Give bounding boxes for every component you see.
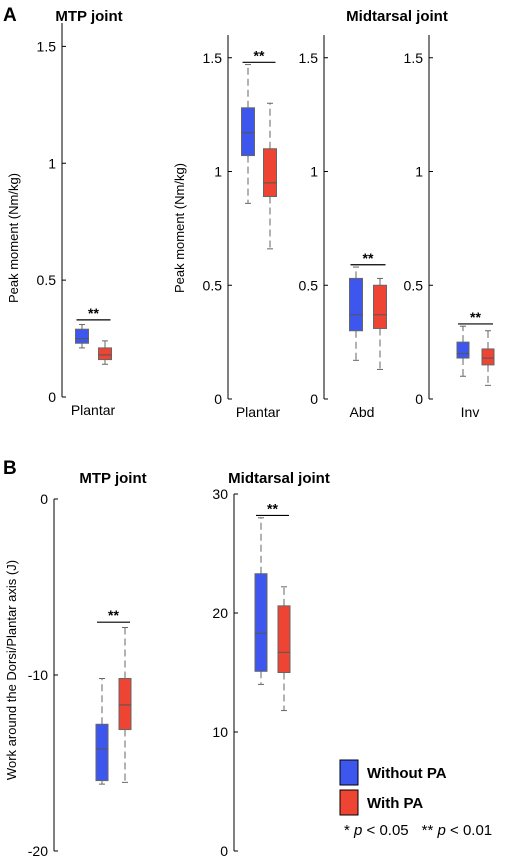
significance-label: ** [470,309,481,325]
box-with-pa [481,348,495,366]
legend-label-without-pa: Without PA [367,765,447,782]
y-tick-label: 0 [214,391,222,407]
box-with-pa [98,347,112,361]
box-with-pa [263,148,277,198]
y-tick-label: 0 [48,389,56,405]
y-axis-label: Peak moment (Nm/kg) [6,173,21,303]
footnote-p2-prefix: ** [422,822,438,839]
chart-a-mid-inv: 0 0.5 1 1.5 Inv ** [404,35,495,420]
y-tick-label: 1.5 [404,50,424,66]
box-without-pa [349,277,363,332]
chart-title: Midtarsal joint [346,8,448,25]
x-category-label: Plantar [71,402,116,418]
panel-a-letter: A [3,5,17,26]
legend-swatch-without-pa [339,759,359,786]
y-tick-label: 0.5 [37,272,57,288]
y-tick-label: -20 [28,843,48,859]
y-tick-label: 20 [212,605,228,621]
y-tick-label: 1.5 [299,50,319,66]
y-tick-label: 1 [310,164,318,180]
significance-label: ** [108,607,119,623]
significance-footnote: * p < 0.05 ** p < 0.01 [344,822,492,839]
y-tick-label: 0 [40,491,48,507]
box-without-pa [254,573,268,672]
footnote-p1-prefix: * [344,822,354,839]
chart-a-mtp: MTP joint Peak moment (Nm/kg) 0 0.5 1 1.5 Plan… [6,8,123,418]
y-tick-label: 1.5 [203,50,223,66]
box-without-pa [241,107,255,157]
significance-label: ** [267,500,278,516]
footnote-p2-rest: < 0.01 [446,822,492,839]
box-with-pa [118,678,132,731]
footnote-p2-var: p [437,822,446,839]
y-tick-label: -10 [28,667,48,683]
footnote-p1-rest: < 0.05 [362,822,408,839]
box-with-pa [277,605,291,673]
footnote-p1-var: p [353,822,362,839]
y-tick-label: 0.5 [404,277,424,293]
significance-label: ** [363,250,374,266]
chart-a-mid-abd: Midtarsal joint 0 0.5 1 1.5 Abd ** [299,8,448,420]
x-category-label: Plantar [236,404,281,420]
y-tick-label: 1.5 [37,38,57,54]
y-tick-label: 1 [48,155,56,171]
box-with-pa [373,284,387,329]
chart-title: MTP joint [55,8,122,25]
chart-b-mtp: MTP joint Work around the Dorsi/Plantar a… [4,470,147,859]
y-tick-label: 10 [212,724,228,740]
chart-a-mid-plantar: Peak moment (Nm/kg) 0 0.5 1 1.5 Plantar ** [172,35,281,420]
y-tick-label: 0 [415,391,423,407]
y-axis-label: Peak moment (Nm/kg) [172,163,187,293]
legend: Without PA With PA [339,759,447,816]
box-without-pa [456,341,470,359]
box-without-pa [95,723,109,782]
y-tick-label: 0.5 [203,277,223,293]
box-without-pa [75,328,89,344]
y-tick-label: 0 [220,843,228,859]
y-tick-label: 0 [310,391,318,407]
y-tick-label: 30 [212,486,228,502]
significance-label: ** [88,305,99,321]
chart-b-mid: Midtarsal joint 0 10 20 30 ** [212,470,329,859]
y-tick-label: 1 [415,164,423,180]
y-tick-label: 1 [214,164,222,180]
chart-plots: MTP joint Peak moment (Nm/kg) 0 0.5 1 1.5 Plan… [4,8,495,859]
significance-label: ** [254,47,265,63]
x-category-label: Abd [350,404,375,420]
chart-title: Midtarsal joint [228,470,330,487]
y-tick-label: 0.5 [299,277,319,293]
legend-label-with-pa: With PA [367,795,423,812]
y-axis-label: Work around the Dorsi/Plantar axis (J) [4,560,19,780]
panel-b-letter: B [3,458,17,479]
legend-swatch-with-pa [339,789,359,816]
x-category-label: Inv [461,404,480,420]
chart-title: MTP joint [79,470,146,487]
